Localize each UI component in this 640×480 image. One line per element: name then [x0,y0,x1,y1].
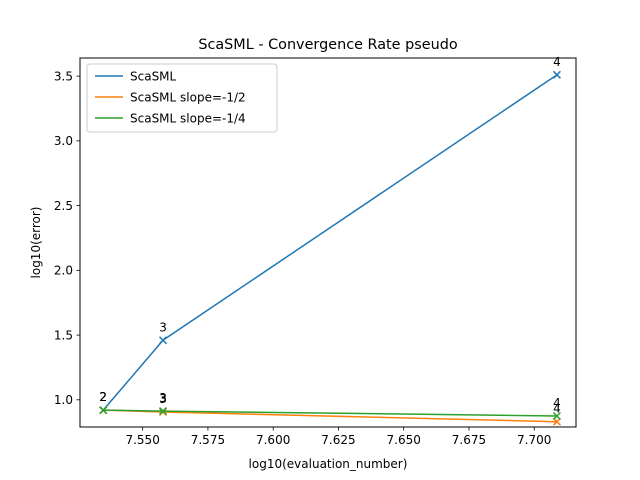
chart-title: ScaSML - Convergence Rate pseudo [198,37,458,53]
x-tick-label: 7.650 [387,433,421,447]
point-label: 2 [99,390,107,404]
y-tick-label: 3.5 [54,69,73,83]
x-tick-label: 7.675 [452,433,486,447]
data-point-marker [158,407,168,416]
x-axis-label: log10(evaluation_number) [249,457,408,471]
y-tick-label: 1.0 [54,393,73,407]
y-axis-label: log10(error) [29,207,43,279]
legend-label: ScaSML [130,69,177,83]
point-label: 4 [553,396,561,410]
x-tick-label: 7.600 [256,433,290,447]
data-point-marker-stroke [158,407,168,416]
data-point-marker [99,406,108,415]
y-tick-label: 2.5 [54,199,73,213]
axes: 7.550 7.575 7.600 7.625 7.650 7.675 7.700 1.0 1.… [54,69,552,447]
y-tick-label: 3.0 [54,134,73,148]
data-point-marker [552,411,561,421]
x-tick-label: 7.550 [125,433,159,447]
point-label: 2 [99,390,107,404]
legend-box [86,63,278,133]
x-tick-label: 7.625 [321,433,355,447]
axes-frame [79,57,577,428]
data-point-marker-stroke [99,406,108,415]
x-tick-label: 7.575 [191,433,225,447]
data-point-marker [552,70,561,79]
y-tick-label: 1.5 [54,328,73,342]
legend-label: ScaSML slope=-1/2 [130,90,246,104]
legend-label: ScaSML slope=-1/4 [130,111,246,125]
point-label: 3 [159,320,167,334]
point-label: 4 [553,402,561,416]
point-label: 3 [159,392,167,406]
point-label: 3 [159,391,167,405]
y-tick-label: 2.0 [54,264,73,278]
point-label: 2 [99,390,107,404]
legend: ScaSML ScaSML slope=-1/2 ScaSML slope=-1/4 [86,63,278,133]
data-point-marker-stroke [552,70,561,79]
data-point-marker-stroke [552,411,561,421]
x-tick-label: 7.700 [517,433,551,447]
data-point-marker-stroke [158,336,168,345]
data-point-marker [158,336,168,345]
point-label: 4 [553,55,561,69]
